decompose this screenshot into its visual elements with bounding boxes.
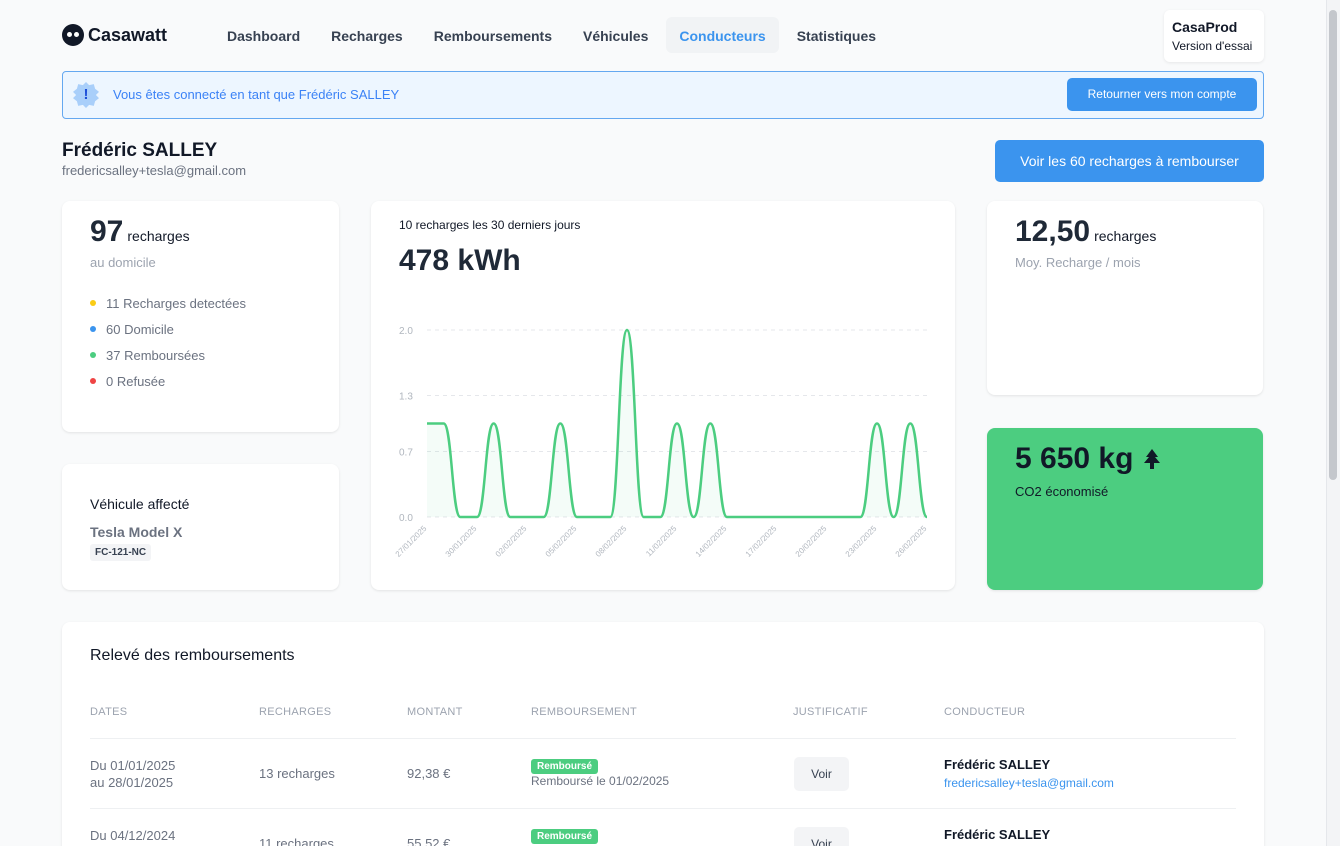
nav-item-dashboard[interactable]: Dashboard: [227, 28, 301, 44]
col-driver: CONDUCTEUR: [944, 706, 1026, 718]
row-amount: 55,52 €: [407, 836, 451, 846]
consumption-chart-card: 10 recharges les 30 derniers jours 478 k…: [371, 201, 955, 590]
chart-y-tick: 0.7: [399, 448, 413, 459]
legend-detected: 11 Recharges detectées: [90, 290, 339, 316]
legend-dot: [90, 326, 96, 332]
nav-item-conducteurs[interactable]: Conducteurs: [666, 17, 779, 53]
average-recharges-card: 12,50 recharges Moy. Recharge / mois: [987, 201, 1263, 395]
chart-x-tick: 08/02/2025: [594, 524, 629, 559]
brand-name: Casawatt: [88, 24, 168, 45]
col-recharges: RECHARGES: [259, 706, 332, 718]
tree-icon: [1144, 449, 1161, 469]
chart-x-tick: 17/02/2025: [744, 524, 779, 559]
refunds-table-title: Relevé des remboursements: [90, 647, 295, 664]
row-driver-email[interactable]: fredericsalley+tesla@gmail.com: [944, 776, 1114, 790]
chart-x-tick: 11/02/2025: [644, 524, 679, 559]
brand-logo[interactable]: Casawatt: [62, 24, 167, 46]
chart-x-tick: 30/01/2025: [444, 524, 479, 559]
legend-dot: [90, 352, 96, 358]
chart-y-tick: 1.3: [399, 391, 413, 402]
chart-y-tick: 0.0: [399, 513, 413, 524]
consumption-line-chart: 0.0 0.7 1.3 2.0 27/01/2025 30/01/2025 02/02/20…: [394, 326, 929, 559]
row-date-from: Du 01/01/2025: [90, 758, 176, 773]
table-row: Du 01/01/2025 au 28/01/2025 13 recharges…: [90, 738, 1236, 808]
row-recharges: 11 recharges: [259, 836, 334, 846]
impersonation-text: Vous êtes connecté en tant que Frédéric …: [113, 87, 400, 102]
row-recharges: 13 recharges: [259, 766, 335, 781]
vehicle-title: Véhicule affecté: [90, 496, 190, 512]
nav-item-recharges[interactable]: Recharges: [331, 28, 403, 44]
account-plan: Version d'essai: [1172, 39, 1253, 53]
chart-label: 10 recharges les 30 derniers jours: [399, 218, 581, 232]
license-plate-badge: FC-121-NC: [90, 544, 152, 561]
legend-dot: [90, 378, 96, 384]
chart-x-tick: 14/02/2025: [694, 524, 729, 559]
average-value: 12,50: [1015, 215, 1091, 248]
col-proof: JUSTIFICATIF: [793, 706, 868, 718]
status-badge: Remboursé: [531, 759, 599, 774]
recharges-unit: recharges: [127, 228, 190, 244]
chart-x-tick: 20/02/2025: [794, 524, 829, 559]
return-to-account-button[interactable]: Retourner vers mon compte: [1067, 78, 1257, 111]
chart-x-tick: 23/02/2025: [844, 524, 879, 559]
view-proof-button[interactable]: Voir: [794, 757, 849, 791]
view-proof-button[interactable]: Voir: [794, 827, 849, 846]
legend-refused: 0 Refusée: [90, 368, 339, 394]
row-date-from: Du 04/12/2024: [90, 828, 176, 843]
page-scrollbar[interactable]: [1326, 0, 1340, 846]
row-amount: 92,38 €: [407, 766, 451, 781]
account-switcher[interactable]: CasaProd Version d'essai: [1164, 10, 1264, 62]
recharges-count: 97: [90, 215, 124, 248]
refunds-statement-card: Relevé des remboursements DATES RECHARGE…: [62, 622, 1264, 846]
row-driver-name: Frédéric SALLEY: [944, 827, 1051, 842]
chart-x-tick: 27/01/2025: [394, 524, 429, 559]
co2-saved-card: 5 650 kg CO2 économisé: [987, 428, 1263, 590]
chart-y-tick: 2.0: [399, 326, 413, 337]
co2-label: CO2 économisé: [1015, 484, 1109, 499]
nav-item-remboursements[interactable]: Remboursements: [433, 28, 552, 44]
col-dates: DATES: [90, 706, 128, 718]
nav-item-statistiques[interactable]: Statistiques: [796, 28, 877, 44]
chart-x-tick: 26/02/2025: [894, 524, 929, 559]
chart-x-tick: 02/02/2025: [494, 524, 529, 559]
nav-item-vehicules[interactable]: Véhicules: [582, 28, 649, 44]
row-refund-date: Remboursé le 01/02/2025: [531, 774, 670, 788]
casawatt-logo-icon: [62, 24, 84, 46]
vehicle-model[interactable]: Tesla Model X: [90, 524, 183, 540]
recharges-total: 97 recharges: [90, 215, 339, 249]
col-amount: MONTANT: [407, 706, 463, 718]
row-driver-name: Frédéric SALLEY: [944, 757, 1051, 772]
chart-total-energy: 478 kWh: [399, 244, 521, 277]
legend-dot: [90, 300, 96, 306]
driver-email: fredericsalley+tesla@gmail.com: [62, 163, 247, 178]
top-nav: Casawatt Dashboard Recharges Rembourseme…: [62, 10, 1264, 62]
legend-refunded: 37 Remboursées: [90, 342, 339, 368]
scrollbar-thumb[interactable]: [1329, 10, 1337, 480]
average-label: Moy. Recharge / mois: [1015, 255, 1141, 270]
average-unit: recharges: [1094, 228, 1157, 244]
view-recharges-to-refund-button[interactable]: Voir les 60 recharges à rembourser: [995, 140, 1264, 182]
chart-x-tick: 05/02/2025: [544, 524, 579, 559]
chart-series-line: [427, 328, 929, 519]
account-org-name: CasaProd: [1172, 19, 1238, 35]
legend-home: 60 Domicile: [90, 316, 339, 342]
recharges-legend: 11 Recharges detectées 60 Domicile 37 Re…: [90, 290, 339, 394]
co2-value: 5 650 kg: [1015, 442, 1134, 475]
impersonation-banner: ! Vous êtes connecté en tant que Frédéri…: [62, 71, 1264, 119]
alert-badge-icon: !: [73, 82, 99, 108]
recharges-summary-card: 97 recharges au domicile 11 Recharges det…: [62, 201, 339, 432]
status-badge: Remboursé: [531, 829, 599, 844]
main-menu: Dashboard Recharges Remboursements Véhic…: [214, 17, 894, 53]
driver-name: Frédéric SALLEY: [62, 140, 218, 161]
table-row: Du 04/12/2024 11 recharges 55,52 € Rembo…: [90, 808, 1236, 846]
vehicle-card: Véhicule affecté Tesla Model X FC-121-NC: [62, 464, 339, 590]
col-refund: REMBOURSEMENT: [531, 706, 637, 718]
recharges-subtitle: au domicile: [90, 255, 156, 270]
row-date-to: au 28/01/2025: [90, 775, 174, 790]
